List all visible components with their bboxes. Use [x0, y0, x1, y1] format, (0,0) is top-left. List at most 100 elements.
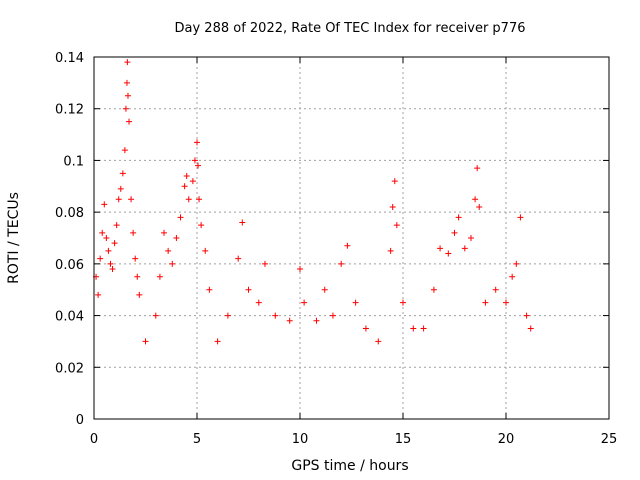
data-point	[338, 260, 345, 267]
data-point	[169, 260, 176, 267]
data-point	[173, 235, 180, 241]
x-axis-label: GPS time / hours	[291, 458, 408, 474]
data-point	[255, 299, 262, 306]
data-point	[126, 118, 133, 125]
y-axis-label: ROTI / TECUs	[6, 192, 22, 284]
x-tick-label: 25	[601, 432, 618, 447]
data-point	[474, 165, 481, 172]
data-point	[391, 178, 398, 185]
data-point	[115, 196, 122, 203]
data-point	[509, 273, 516, 280]
data-point	[165, 247, 172, 254]
data-point	[117, 185, 124, 192]
data-point	[513, 260, 520, 267]
x-tick-label: 5	[193, 432, 201, 447]
data-point	[272, 312, 279, 319]
data-point	[329, 312, 336, 319]
data-point	[123, 79, 130, 86]
chart-title: Day 288 of 2022, Rate Of TEC Index for r…	[175, 21, 526, 36]
data-point	[437, 245, 444, 252]
y-tick-label: 0.1	[63, 154, 84, 169]
data-point	[467, 235, 474, 241]
data-point	[476, 203, 483, 210]
plot-frame	[93, 56, 610, 420]
y-tick-label: 0.14	[55, 51, 84, 66]
data-point	[181, 183, 188, 190]
data-point	[362, 325, 369, 332]
data-point	[352, 299, 359, 306]
data-point	[95, 291, 102, 298]
data-point	[191, 157, 198, 164]
data-point	[393, 222, 400, 229]
y-tick-label: 0.12	[55, 103, 84, 118]
data-point	[103, 235, 110, 241]
data-point	[389, 203, 396, 210]
data-point	[517, 214, 524, 221]
data-point	[420, 325, 427, 332]
data-point	[198, 222, 205, 229]
data-point	[313, 317, 320, 324]
data-point	[375, 338, 382, 345]
data-point	[445, 250, 452, 257]
data-point	[321, 286, 328, 293]
data-point	[124, 92, 131, 99]
y-tick-label: 0.08	[55, 206, 84, 221]
data-point	[400, 299, 406, 306]
data-point	[113, 222, 120, 229]
data-point	[124, 59, 131, 66]
data-points	[93, 59, 534, 345]
data-point	[344, 242, 351, 249]
data-point	[189, 178, 196, 185]
data-point	[152, 312, 159, 319]
data-point	[482, 299, 489, 306]
data-point	[183, 172, 190, 179]
data-point	[105, 247, 112, 254]
data-point	[286, 317, 293, 324]
y-tick-label: 0.06	[55, 258, 84, 273]
data-point	[527, 325, 534, 332]
data-point	[235, 255, 242, 262]
x-tick-label: 0	[90, 432, 98, 447]
x-tick-label: 10	[292, 432, 309, 447]
data-point	[119, 170, 126, 177]
x-tick-label: 20	[498, 432, 515, 447]
data-point	[136, 291, 143, 298]
data-point	[523, 312, 530, 319]
data-point	[101, 201, 108, 208]
data-point	[245, 286, 252, 293]
data-point	[455, 214, 462, 221]
data-point	[214, 338, 221, 345]
data-point	[122, 105, 129, 112]
data-point	[261, 260, 268, 267]
data-point	[109, 266, 116, 273]
y-axis-ticks: 0 0.02 0.04 0.06 0.08 0.1 0.12 0.14	[55, 51, 609, 428]
data-point	[202, 247, 209, 254]
data-point	[195, 162, 202, 169]
data-point	[111, 240, 118, 247]
data-point	[142, 338, 149, 345]
y-tick-label: 0	[76, 413, 84, 428]
data-point	[107, 260, 114, 267]
y-tick-label: 0.02	[55, 361, 84, 376]
data-point	[492, 286, 499, 293]
data-point	[185, 196, 192, 203]
data-point	[206, 286, 213, 293]
data-point	[297, 266, 303, 273]
data-point	[196, 196, 203, 203]
data-point	[224, 312, 231, 319]
data-point	[134, 273, 141, 280]
data-point	[132, 255, 139, 262]
data-point	[461, 245, 468, 252]
data-point	[121, 147, 128, 154]
x-axis-ticks: 0 5 10 15 20 25	[90, 57, 617, 447]
data-point	[239, 219, 246, 226]
data-point	[177, 214, 184, 221]
grid-layer	[94, 57, 609, 419]
data-point	[387, 247, 394, 254]
x-tick-label: 15	[395, 432, 412, 447]
y-tick-label: 0.04	[55, 310, 84, 325]
data-point	[194, 139, 200, 146]
data-point	[503, 299, 509, 306]
data-point	[430, 286, 437, 293]
